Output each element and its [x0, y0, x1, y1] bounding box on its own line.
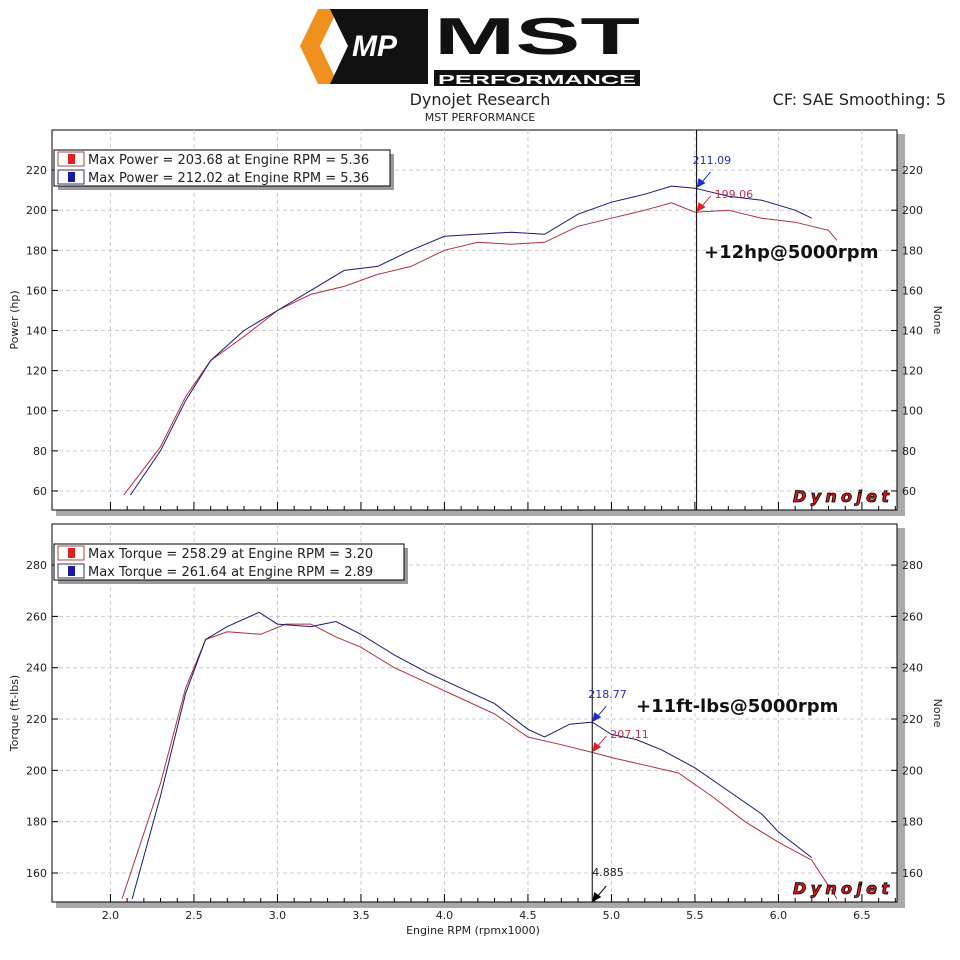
y2-axis-label: None — [931, 306, 944, 335]
legend-entry: Max Torque = 258.29 at Engine RPM = 3.20 — [88, 547, 373, 562]
y2-tick-label: 160 — [902, 284, 923, 297]
y2-tick-label: 200 — [902, 764, 923, 777]
chart-title: Dynojet Research — [409, 90, 551, 109]
gain-annotation: +11ft-lbs@5000rpm — [636, 696, 838, 717]
legend-entry: Max Torque = 261.64 at Engine RPM = 2.89 — [88, 565, 373, 580]
cursor-value-label: 218.77 — [588, 688, 627, 701]
legend-entry: Max Power = 203.68 at Engine RPM = 5.36 — [88, 153, 369, 168]
x-tick-label: 3.0 — [269, 909, 287, 922]
y-tick-label: 160 — [26, 284, 47, 297]
legend-swatch — [68, 548, 75, 558]
y2-tick-label: 200 — [902, 204, 923, 217]
y-tick-label: 280 — [26, 559, 47, 572]
x-tick-label: 2.0 — [102, 909, 120, 922]
plot-area — [51, 129, 898, 511]
cursor-value-label: 199.06 — [715, 188, 754, 201]
x-tick-label: 5.5 — [686, 909, 704, 922]
series-line-run-1 — [121, 623, 838, 899]
logo-word-performance: PERFORMANCE — [438, 72, 637, 87]
y-tick-label: 180 — [26, 816, 47, 829]
x-tick-label: 4.0 — [436, 909, 454, 922]
y2-tick-label: 180 — [902, 244, 923, 257]
legend-swatch — [68, 172, 75, 182]
y2-tick-label: 140 — [902, 325, 923, 338]
legend-box — [53, 149, 391, 187]
gain-annotation: +12hp@5000rpm — [704, 242, 878, 263]
y2-tick-label: 80 — [902, 445, 916, 458]
y-tick-label: 100 — [26, 405, 47, 418]
y2-tick-label: 260 — [902, 610, 923, 623]
y-tick-label: 220 — [26, 713, 47, 726]
y-tick-label: 60 — [33, 485, 47, 498]
y2-tick-label: 60 — [902, 485, 916, 498]
logo-mark: MP — [352, 30, 398, 63]
y-tick-label: 200 — [26, 204, 47, 217]
y-tick-label: 140 — [26, 325, 47, 338]
series-line-run-2 — [131, 611, 813, 899]
cursor-arrow-head — [696, 202, 706, 213]
y-tick-label: 160 — [26, 867, 47, 880]
y2-tick-label: 180 — [902, 816, 923, 829]
logo-word-mst: MST — [434, 8, 640, 66]
legend-swatch — [68, 154, 75, 164]
x-tick-label: 6.0 — [770, 909, 788, 922]
y-tick-label: 200 — [26, 764, 47, 777]
cursor-value-label: 207.11 — [610, 728, 649, 741]
series-line-run-1 — [123, 202, 838, 496]
y-tick-label: 120 — [26, 365, 47, 378]
dynojet-watermark: Dynojet — [793, 487, 890, 506]
y2-tick-label: 160 — [902, 867, 923, 880]
cursor-x-label: 4.885 — [592, 866, 624, 879]
chart-subtitle: MST PERFORMANCE — [424, 111, 536, 124]
y2-tick-label: 120 — [902, 365, 923, 378]
y2-axis-label: None — [931, 699, 944, 728]
cursor-arrow-head — [592, 712, 602, 723]
legend-swatch — [68, 566, 75, 576]
x-axis-label: Engine RPM (rpmx1000) — [406, 924, 540, 937]
plot-area — [51, 523, 898, 903]
dynojet-watermark: Dynojet — [793, 879, 890, 898]
y-tick-label: 240 — [26, 662, 47, 675]
legend-entry: Max Power = 212.02 at Engine RPM = 5.36 — [88, 171, 369, 186]
x-tick-label: 3.5 — [352, 909, 370, 922]
cursor-arrow-head — [696, 177, 706, 188]
y2-tick-label: 280 — [902, 559, 923, 572]
y-tick-label: 180 — [26, 244, 47, 257]
y-tick-label: 260 — [26, 610, 47, 623]
y2-tick-label: 220 — [902, 164, 923, 177]
y2-tick-label: 240 — [902, 662, 923, 675]
legend-box — [53, 543, 405, 581]
cursor-value-label: 211.09 — [693, 154, 732, 167]
y-tick-label: 80 — [33, 445, 47, 458]
y2-tick-label: 100 — [902, 405, 923, 418]
correction-factor: CF: SAE Smoothing: 5 — [772, 90, 946, 109]
cursor-x-arrow-head — [592, 892, 602, 902]
x-tick-label: 6.5 — [853, 909, 871, 922]
mst-performance-logo: MP MST PERFORMANCE — [300, 8, 640, 87]
cursor-arrow-head — [592, 742, 602, 753]
x-tick-label: 5.0 — [603, 909, 621, 922]
x-tick-label: 4.5 — [519, 909, 537, 922]
y-axis-label: Power (hp) — [8, 290, 21, 349]
y2-tick-label: 220 — [902, 713, 923, 726]
series-line-run-2 — [130, 185, 813, 496]
y-axis-label: Torque (ft-lbs) — [8, 675, 21, 752]
x-tick-label: 2.5 — [185, 909, 203, 922]
y-tick-label: 220 — [26, 164, 47, 177]
